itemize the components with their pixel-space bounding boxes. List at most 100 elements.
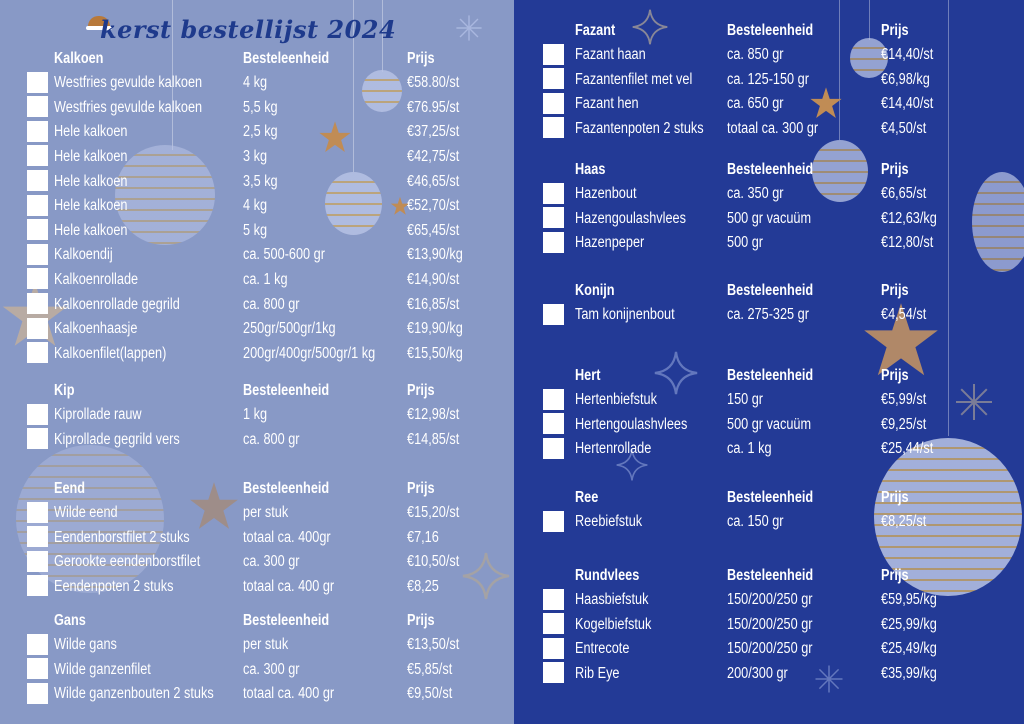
order-checkbox[interactable] — [27, 682, 48, 704]
order-unit: ca. 300 gr — [243, 660, 300, 678]
order-unit: 200gr/400gr/500gr/1 kg — [243, 344, 376, 362]
product-name: Hele kalkoen — [54, 147, 128, 165]
order-checkbox[interactable] — [27, 526, 48, 548]
column-header-unit: Besteleenheid — [727, 488, 814, 506]
order-checkbox[interactable] — [27, 293, 48, 314]
order-checkbox[interactable] — [27, 428, 48, 450]
product-price: €14,85/st — [407, 430, 460, 448]
column-header-price: Prijs — [407, 49, 435, 67]
order-checkbox[interactable] — [543, 413, 564, 435]
order-checkbox[interactable] — [27, 194, 48, 216]
order-checkbox[interactable] — [27, 658, 48, 680]
product-price: €19,90/kg — [407, 320, 463, 338]
category-heading: Konijn — [575, 281, 615, 299]
product-price: €14,40/st — [881, 46, 934, 64]
order-unit: ca. 800 gr — [243, 295, 300, 313]
product-name: Wilde gans — [54, 636, 117, 654]
order-checkbox[interactable] — [543, 637, 564, 659]
product-price: €52,70/st — [407, 197, 460, 215]
product-name: Hele kalkoen — [54, 123, 128, 141]
column-header-unit: Besteleenheid — [243, 381, 330, 399]
order-unit: totaal ca. 400gr — [243, 528, 331, 546]
product-price: €4,50/st — [881, 119, 927, 137]
star-icon — [390, 196, 410, 216]
product-name: Hele kalkoen — [54, 221, 128, 239]
product-name: Westfries gevulde kalkoen — [54, 74, 203, 92]
order-checkbox[interactable] — [27, 243, 48, 265]
ornament-string — [382, 0, 383, 72]
order-checkbox[interactable] — [27, 145, 48, 167]
order-checkbox[interactable] — [543, 92, 564, 114]
order-checkbox[interactable] — [27, 268, 48, 290]
column-header-unit: Besteleenheid — [243, 611, 330, 629]
product-price: €6,98/kg — [881, 70, 930, 88]
order-checkbox[interactable] — [27, 219, 48, 241]
order-unit: 150/200/250 gr — [727, 640, 813, 658]
category-heading: Rundvlees — [575, 566, 640, 584]
sparkle-icon — [632, 6, 668, 48]
product-name: Kalkoenrollade gegrild — [54, 295, 180, 313]
order-checkbox[interactable] — [27, 633, 48, 655]
order-unit: totaal ca. 400 gr — [243, 685, 335, 703]
order-checkbox[interactable] — [543, 388, 564, 410]
order-checkbox[interactable] — [543, 68, 564, 90]
ornament-string — [172, 0, 173, 150]
product-name: Wilde ganzenbouten 2 stuks — [54, 685, 214, 703]
order-checkbox[interactable] — [27, 550, 48, 572]
order-checkbox[interactable] — [27, 501, 48, 523]
order-unit: ca. 650 gr — [727, 95, 784, 113]
order-unit: 2,5 kg — [243, 123, 278, 141]
order-checkbox[interactable] — [27, 71, 48, 93]
product-price: €42,75/st — [407, 147, 460, 165]
order-checkbox[interactable] — [543, 588, 564, 610]
ornament-decoration — [325, 172, 382, 235]
order-checkbox[interactable] — [27, 96, 48, 118]
product-price: €5,85/st — [407, 660, 453, 678]
order-checkbox[interactable] — [543, 303, 564, 325]
order-checkbox[interactable] — [543, 510, 564, 532]
product-price: €76.95/st — [407, 98, 460, 116]
ornament-decoration — [812, 140, 868, 202]
product-price: €65,45/st — [407, 221, 460, 239]
order-checkbox[interactable] — [27, 403, 48, 425]
category-heading: Kip — [54, 381, 75, 399]
column-header-unit: Besteleenheid — [727, 281, 814, 299]
column-header-price: Prijs — [881, 160, 909, 178]
product-name: Kalkoendij — [54, 246, 113, 264]
order-unit: 200/300 gr — [727, 664, 788, 682]
product-price: €8,25/st — [881, 513, 927, 531]
product-price: €5,99/st — [881, 391, 927, 409]
order-checkbox[interactable] — [543, 182, 564, 204]
order-checkbox[interactable] — [27, 317, 48, 339]
product-price: €10,50/st — [407, 553, 460, 571]
ornament-string — [869, 0, 870, 40]
product-price: €7,16 — [407, 528, 439, 546]
order-checkbox[interactable] — [27, 575, 48, 597]
right-page: Fazant Besteleenheid Prijs Fazant haan ca. 8… — [514, 0, 1024, 724]
product-price: €12,63/kg — [881, 209, 937, 227]
order-unit: ca. 300 gr — [243, 553, 300, 571]
order-checkbox[interactable] — [543, 207, 564, 229]
order-unit: ca. 125-150 gr — [727, 70, 809, 88]
order-checkbox[interactable] — [543, 613, 564, 635]
product-name: Gerookte eendenborstfilet — [54, 553, 201, 571]
product-price: €14,90/st — [407, 270, 460, 288]
order-unit: 150/200/250 gr — [727, 615, 813, 633]
order-checkbox[interactable] — [543, 117, 564, 139]
product-name: Kalkoenfilet(lappen) — [54, 344, 167, 362]
order-checkbox[interactable] — [27, 342, 48, 364]
order-checkbox[interactable] — [27, 170, 48, 191]
product-name: Hazenpeper — [575, 234, 645, 252]
category-heading: Gans — [54, 611, 86, 629]
product-price: €9,25/st — [881, 415, 927, 433]
product-price: €37,25/st — [407, 123, 460, 141]
order-checkbox[interactable] — [543, 437, 564, 459]
order-checkbox[interactable] — [543, 43, 564, 65]
product-name: Eendenborstfilet 2 stuks — [54, 528, 190, 546]
order-checkbox[interactable] — [27, 120, 48, 142]
order-checkbox[interactable] — [543, 662, 564, 684]
order-unit: 150 gr — [727, 391, 764, 409]
order-checkbox[interactable] — [543, 231, 564, 253]
order-unit: 150/200/250 gr — [727, 591, 813, 609]
page-title: kerst bestellijst 2024 — [100, 15, 397, 44]
